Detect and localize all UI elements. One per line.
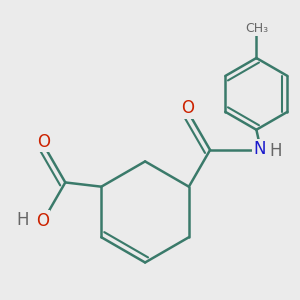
- Text: CH₃: CH₃: [245, 22, 268, 34]
- Text: H: H: [269, 142, 281, 160]
- Text: N: N: [254, 140, 266, 158]
- Text: H: H: [17, 211, 29, 229]
- Text: O: O: [36, 212, 49, 230]
- Text: O: O: [38, 133, 51, 151]
- Text: O: O: [181, 99, 194, 117]
